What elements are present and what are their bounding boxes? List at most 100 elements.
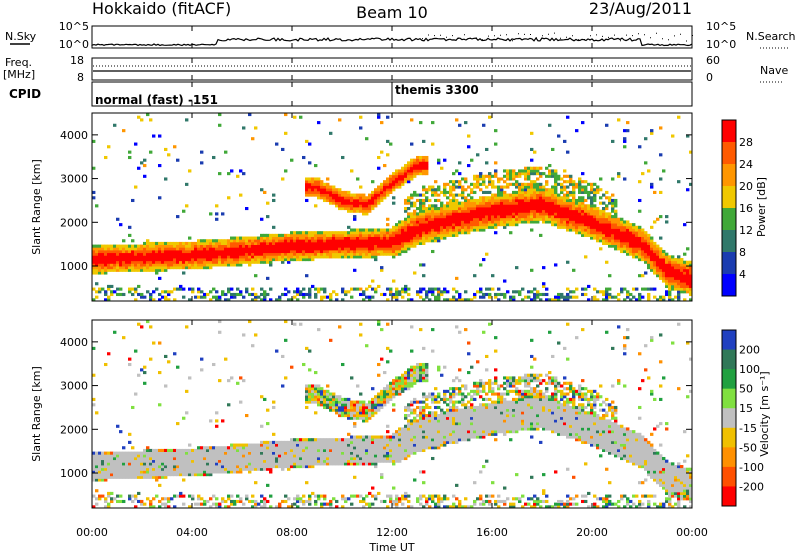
velocity-cell: [98, 497, 101, 500]
power-cell: [311, 231, 314, 234]
power-cell: [614, 202, 617, 205]
power-cell: [137, 269, 140, 272]
power-cell: [443, 290, 446, 293]
power-cell: [155, 242, 158, 245]
power-cell: [146, 253, 149, 256]
power-cell: [476, 183, 479, 186]
power-cell: [143, 242, 146, 245]
velocity-cell: [143, 452, 146, 455]
power-cell: [473, 274, 476, 277]
power-cell: [239, 253, 242, 256]
power-cell: [542, 266, 545, 269]
power-cell: [227, 196, 230, 199]
power-cell: [434, 296, 437, 299]
power-cell: [389, 288, 392, 291]
velocity-cell: [149, 462, 152, 465]
power-cell: [392, 196, 395, 199]
power-cell: [578, 204, 581, 207]
power-cell: [476, 207, 479, 210]
power-cell: [419, 121, 422, 124]
power-cell: [314, 188, 317, 191]
power-cell: [479, 223, 482, 226]
power-cell: [626, 237, 629, 240]
velocity-cell: [152, 341, 155, 344]
velocity-cell: [293, 446, 296, 449]
power-cell: [293, 245, 296, 248]
velocity-cell: [173, 495, 176, 498]
power-cell: [410, 167, 413, 170]
power-cell: [422, 274, 425, 277]
power-cell: [401, 290, 404, 293]
power-cell: [125, 250, 128, 253]
power-cell: [539, 210, 542, 213]
power-cell: [479, 175, 482, 178]
power-cell: [488, 199, 491, 202]
power-cell: [605, 290, 608, 293]
velocity-cell: [227, 460, 230, 463]
power-cell: [314, 180, 317, 183]
power-cell: [323, 253, 326, 256]
velocity-cell: [266, 457, 269, 460]
power-cell: [407, 175, 410, 178]
power-cell: [473, 212, 476, 215]
power-cell: [476, 220, 479, 223]
power-cell: [416, 207, 419, 210]
power-cell: [641, 231, 644, 234]
velocity-cell: [260, 462, 263, 465]
power-cell: [458, 223, 461, 226]
y-tick-label: 3000: [60, 173, 88, 186]
power-cell: [146, 242, 149, 245]
power-cell: [395, 234, 398, 237]
power-cell: [530, 220, 533, 223]
velocity-cell: [344, 454, 347, 457]
power-cell: [176, 261, 179, 264]
power-cell: [503, 186, 506, 189]
power-cell: [491, 215, 494, 218]
power-cell: [458, 204, 461, 207]
power-cell: [413, 220, 416, 223]
power-cell: [407, 226, 410, 229]
power-cell: [158, 196, 161, 199]
power-cell: [515, 218, 518, 221]
power-cell: [599, 215, 602, 218]
power-cell: [626, 231, 629, 234]
velocity-cell: [314, 500, 317, 503]
power-cell: [461, 194, 464, 197]
power-cell: [533, 288, 536, 291]
power-cell: [590, 186, 593, 189]
power-cell: [200, 261, 203, 264]
power-cell: [236, 175, 239, 178]
power-cell: [347, 255, 350, 258]
power-cell: [212, 253, 215, 256]
power-cell: [434, 210, 437, 213]
power-cell: [113, 245, 116, 248]
power-cell: [401, 226, 404, 229]
velocity-cell: [143, 454, 146, 457]
velocity-cell: [212, 503, 215, 506]
velocity-cell: [317, 393, 320, 396]
power-cell: [407, 196, 410, 199]
velocity-cell: [263, 398, 266, 401]
velocity-cell: [167, 454, 170, 457]
velocity-cell: [179, 457, 182, 460]
power-cell: [335, 204, 338, 207]
power-cell: [98, 271, 101, 274]
power-cell: [590, 223, 593, 226]
velocity-cell: [341, 401, 344, 404]
power-cell: [224, 250, 227, 253]
power-cell: [290, 237, 293, 240]
power-cell: [365, 296, 368, 299]
power-cell: [344, 199, 347, 202]
velocity-cell: [113, 468, 116, 471]
power-cell: [470, 215, 473, 218]
power-cell: [554, 186, 557, 189]
velocity-cell: [344, 462, 347, 465]
velocity-cell: [167, 465, 170, 468]
power-cell: [413, 231, 416, 234]
power-cell: [512, 210, 515, 213]
velocity-cell: [275, 452, 278, 455]
power-cell: [518, 290, 521, 293]
power-cell: [119, 269, 122, 272]
power-cell: [554, 177, 557, 180]
power-cell: [494, 202, 497, 205]
